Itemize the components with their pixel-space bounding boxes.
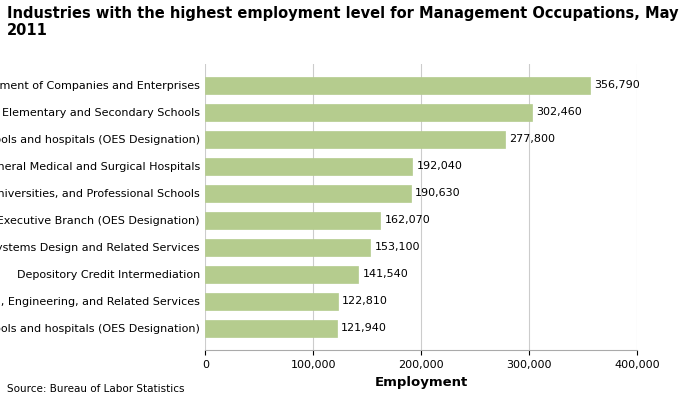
Text: Industries with the highest employment level for Management Occupations, May 201: Industries with the highest employment l… [7,6,679,38]
Bar [205,185,411,202]
Text: 190,630: 190,630 [416,189,461,199]
Text: 192,040: 192,040 [417,162,463,172]
Text: 121,940: 121,940 [341,324,387,334]
Bar [205,158,413,175]
Text: 122,810: 122,810 [342,297,388,306]
Bar [205,239,370,256]
Text: 302,460: 302,460 [536,107,582,117]
Text: 277,800: 277,800 [509,135,555,144]
Bar [205,293,338,310]
Text: 141,540: 141,540 [363,269,408,279]
Text: Source: Bureau of Labor Statistics: Source: Bureau of Labor Statistics [7,384,184,394]
Bar [205,320,337,337]
Bar [205,266,358,283]
Text: 153,100: 153,100 [375,242,420,252]
Bar [205,104,532,121]
X-axis label: Employment: Employment [374,376,468,388]
Bar [205,131,505,148]
Text: 356,790: 356,790 [594,80,640,90]
Bar [205,77,590,94]
Bar [205,212,380,229]
Text: 162,070: 162,070 [384,215,430,225]
